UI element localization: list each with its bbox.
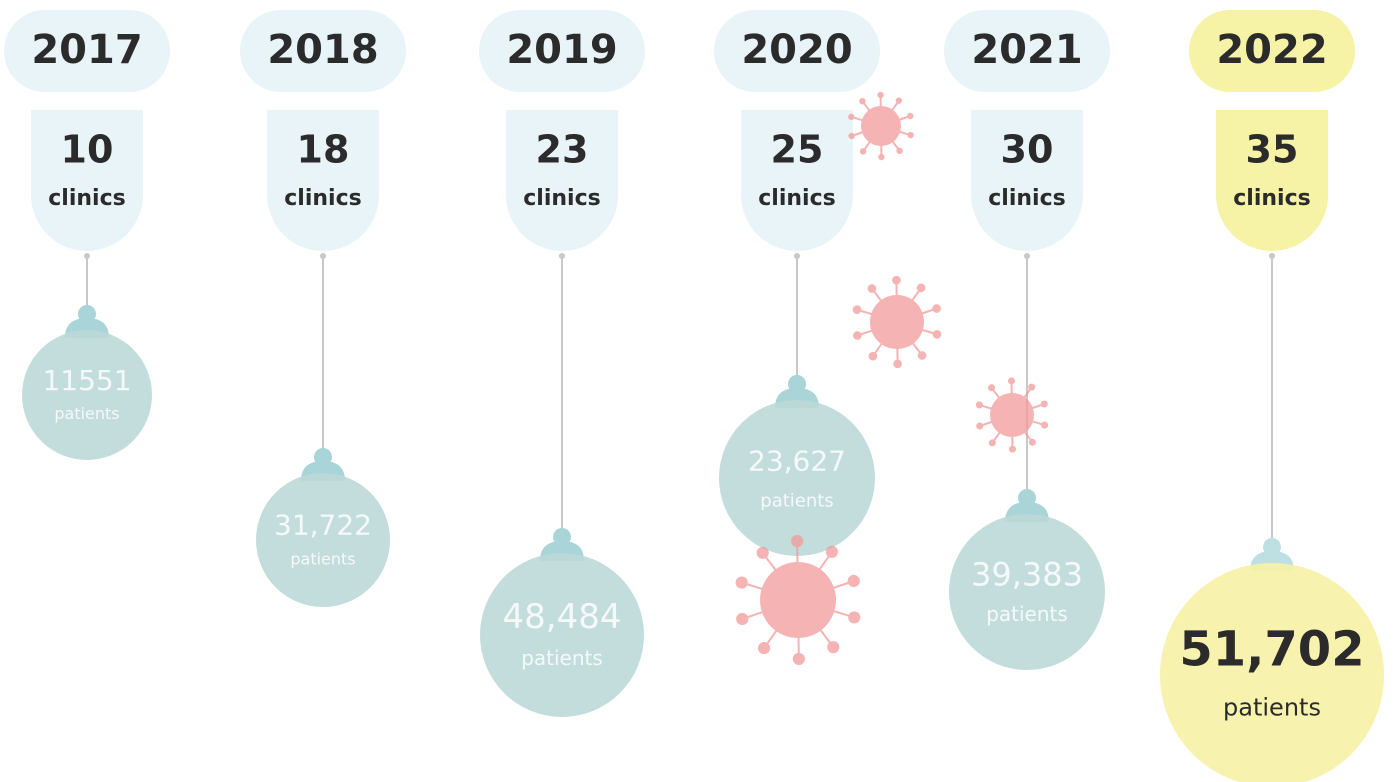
virus-icon: [848, 92, 914, 160]
virus-icon: [736, 535, 861, 665]
virus-tip: [878, 154, 884, 160]
balloon: [719, 400, 875, 556]
clinics-count: 18: [297, 128, 350, 172]
virus-icon: [976, 377, 1048, 452]
virus-tip: [893, 360, 902, 369]
virus-tip: [853, 305, 862, 314]
knot: [1269, 253, 1275, 259]
virus-tip: [896, 148, 902, 154]
clinics-count: 35: [1246, 128, 1299, 172]
patients-count: 48,484: [503, 597, 622, 637]
virus-tip: [869, 352, 878, 361]
virus-tip: [976, 422, 983, 429]
virus-tip: [826, 546, 838, 558]
virus-tip: [1008, 377, 1015, 384]
virus-tip: [860, 148, 866, 154]
year-label: 2019: [506, 27, 617, 73]
knot: [84, 253, 90, 259]
person-head: [553, 528, 571, 546]
virus-tip: [793, 653, 805, 665]
virus-icon: [853, 276, 942, 368]
virus-tip: [877, 92, 883, 98]
clinics-count: 23: [536, 128, 589, 172]
person-head: [78, 305, 96, 323]
virus-tip: [988, 384, 995, 391]
virus-tip: [1041, 422, 1048, 429]
patients-count: 11551: [42, 364, 131, 397]
virus-tip: [896, 97, 902, 103]
virus-tip: [932, 304, 941, 313]
knot: [794, 253, 800, 259]
person-head: [314, 448, 332, 466]
patients-unit: patients: [290, 550, 355, 569]
virus-tip: [976, 401, 983, 408]
clinics-unit: clinics: [523, 186, 600, 211]
virus-tip: [907, 132, 913, 138]
virus-tip: [736, 613, 748, 625]
virus-tip: [859, 98, 865, 104]
virus-tip: [918, 351, 927, 360]
clinics-unit: clinics: [48, 186, 125, 211]
clinics-unit: clinics: [1233, 186, 1310, 211]
knot: [1024, 253, 1030, 259]
patients-count: 39,383: [971, 555, 1083, 593]
virus-tip: [1029, 439, 1036, 446]
virus-tip: [758, 642, 770, 654]
patients-count: 23,627: [748, 444, 846, 477]
clinics-count: 25: [771, 128, 824, 172]
year-label: 2017: [31, 27, 142, 73]
virus-body: [861, 106, 901, 146]
person-head: [788, 375, 806, 393]
patients-unit: patients: [760, 490, 833, 511]
virus-tip: [917, 283, 926, 292]
virus-tip: [791, 535, 803, 547]
year-label: 2021: [971, 27, 1082, 73]
virus-tip: [868, 284, 877, 293]
virus-tip: [1009, 446, 1016, 453]
clinics-unit: clinics: [988, 186, 1065, 211]
knot: [320, 253, 326, 259]
year-label: 2020: [741, 27, 852, 73]
virus-tip: [757, 547, 769, 559]
clinics-unit: clinics: [284, 186, 361, 211]
person-head: [1018, 489, 1036, 507]
knot: [559, 253, 565, 259]
patients-count: 51,702: [1179, 622, 1364, 678]
person-head: [1263, 538, 1281, 556]
virus-tip: [848, 133, 854, 139]
infographic: 2017 10 clinics 11551 patients 2018 18 clinics 3…: [0, 0, 1400, 782]
virus-tip: [736, 577, 748, 589]
clinics-unit: clinics: [758, 186, 835, 211]
virus-tip: [892, 276, 901, 285]
virus-body: [760, 562, 836, 638]
virus-tip: [1028, 384, 1035, 391]
virus-tip: [848, 114, 854, 120]
virus-body: [990, 393, 1034, 437]
virus-tip: [853, 331, 862, 340]
clinics-count: 30: [1001, 128, 1054, 172]
year-label: 2018: [267, 27, 378, 73]
patients-count: 31,722: [274, 509, 372, 542]
patients-unit: patients: [1223, 694, 1321, 722]
virus-tip: [933, 330, 942, 339]
clinics-count: 10: [61, 128, 114, 172]
virus-tip: [1041, 400, 1048, 407]
virus-body: [870, 295, 924, 349]
virus-tip: [989, 439, 996, 446]
patients-unit: patients: [986, 602, 1068, 626]
patients-unit: patients: [54, 404, 119, 423]
patients-unit: patients: [521, 646, 603, 670]
virus-tip: [827, 641, 839, 653]
virus-tip: [848, 575, 860, 587]
virus-tip: [907, 113, 913, 119]
virus-tip: [848, 611, 860, 623]
year-label: 2022: [1216, 27, 1327, 73]
